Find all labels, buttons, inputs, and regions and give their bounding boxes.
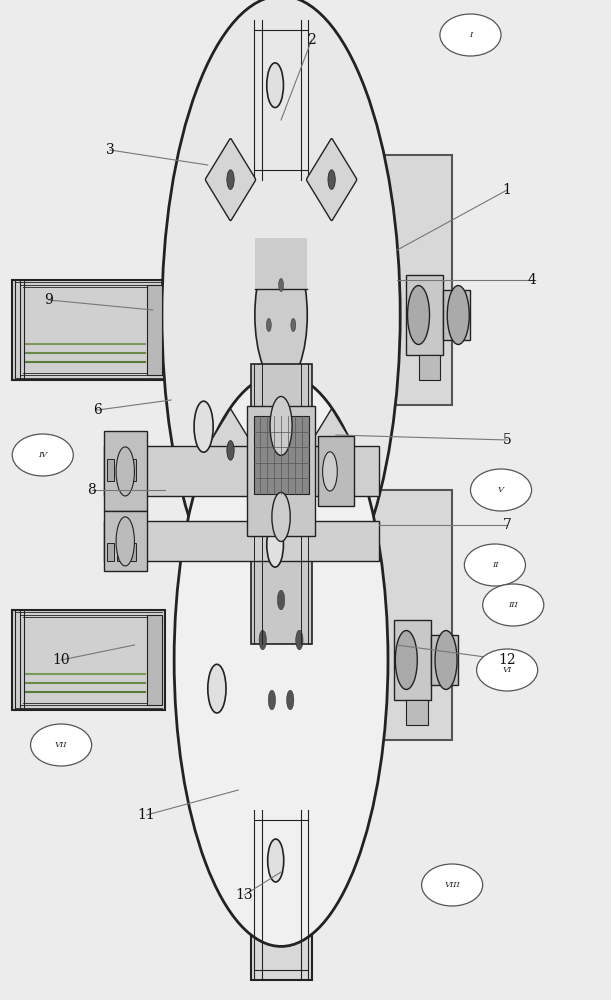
Bar [128,543,136,561]
Bar [117,543,125,561]
Text: 5: 5 [503,433,511,447]
Bar [255,238,307,289]
Ellipse shape [287,690,294,710]
Bar [367,490,452,740]
Ellipse shape [272,492,290,541]
Ellipse shape [267,63,284,108]
Ellipse shape [267,522,284,567]
Bar [251,810,312,980]
Ellipse shape [483,584,544,626]
Bar [251,20,312,180]
Ellipse shape [422,864,483,906]
Ellipse shape [440,14,501,56]
Text: 6: 6 [93,403,102,417]
Bar [247,406,315,536]
Bar [104,521,379,561]
Text: 2: 2 [307,33,316,47]
Ellipse shape [116,517,134,566]
Bar [104,431,147,511]
Ellipse shape [477,649,538,691]
Text: 8: 8 [87,483,96,497]
Ellipse shape [12,434,73,476]
Ellipse shape [328,170,335,189]
Bar [104,511,147,571]
FancyBboxPatch shape [307,409,357,491]
Bar [406,275,443,355]
Text: VII: VII [55,741,67,749]
Ellipse shape [227,170,234,189]
Bar [367,155,452,405]
Ellipse shape [395,631,417,689]
FancyBboxPatch shape [205,409,255,491]
Ellipse shape [328,441,335,460]
Ellipse shape [208,664,226,713]
Text: VIII: VIII [444,881,460,889]
Ellipse shape [268,839,284,882]
Ellipse shape [296,630,303,650]
Text: 4: 4 [527,273,536,287]
Ellipse shape [291,318,296,332]
Text: 9: 9 [45,293,53,307]
Bar [12,280,165,380]
Text: 3: 3 [106,143,114,157]
Bar [443,290,470,340]
Ellipse shape [116,447,134,496]
Bar [254,416,309,494]
Text: 7: 7 [503,518,511,532]
Text: III: III [508,601,518,609]
Text: IV: IV [38,451,48,459]
Bar [128,459,136,481]
Ellipse shape [323,452,337,491]
Text: 12: 12 [499,653,516,667]
Ellipse shape [447,286,469,344]
Bar [318,436,354,506]
Text: 11: 11 [137,808,156,822]
FancyBboxPatch shape [205,139,255,221]
Ellipse shape [268,438,284,481]
FancyBboxPatch shape [307,139,357,221]
Bar [107,543,114,561]
Ellipse shape [268,690,276,710]
Ellipse shape [464,544,525,586]
Ellipse shape [266,318,271,332]
Bar [419,355,440,380]
Bar [431,635,458,685]
Bar [12,610,165,710]
Ellipse shape [277,590,285,610]
Ellipse shape [470,469,532,511]
Ellipse shape [31,724,92,766]
Ellipse shape [227,441,234,460]
Bar [107,459,114,481]
Ellipse shape [279,278,284,292]
Text: 1: 1 [503,183,511,197]
Ellipse shape [174,374,388,946]
Text: 13: 13 [236,888,253,902]
Bar [147,285,162,375]
Text: V: V [498,486,504,494]
Ellipse shape [435,631,457,689]
Ellipse shape [259,630,266,650]
Bar [104,446,379,496]
Bar [394,620,431,700]
Text: I: I [469,31,472,39]
Text: VI: VI [502,666,512,674]
Ellipse shape [162,0,400,634]
Bar [147,615,162,705]
Bar [406,700,428,725]
Ellipse shape [270,396,292,455]
Bar [117,459,125,481]
Ellipse shape [255,245,307,385]
Bar [251,364,312,644]
Ellipse shape [408,286,430,344]
Text: 10: 10 [53,653,70,667]
Text: II: II [492,561,498,569]
Ellipse shape [194,401,213,452]
